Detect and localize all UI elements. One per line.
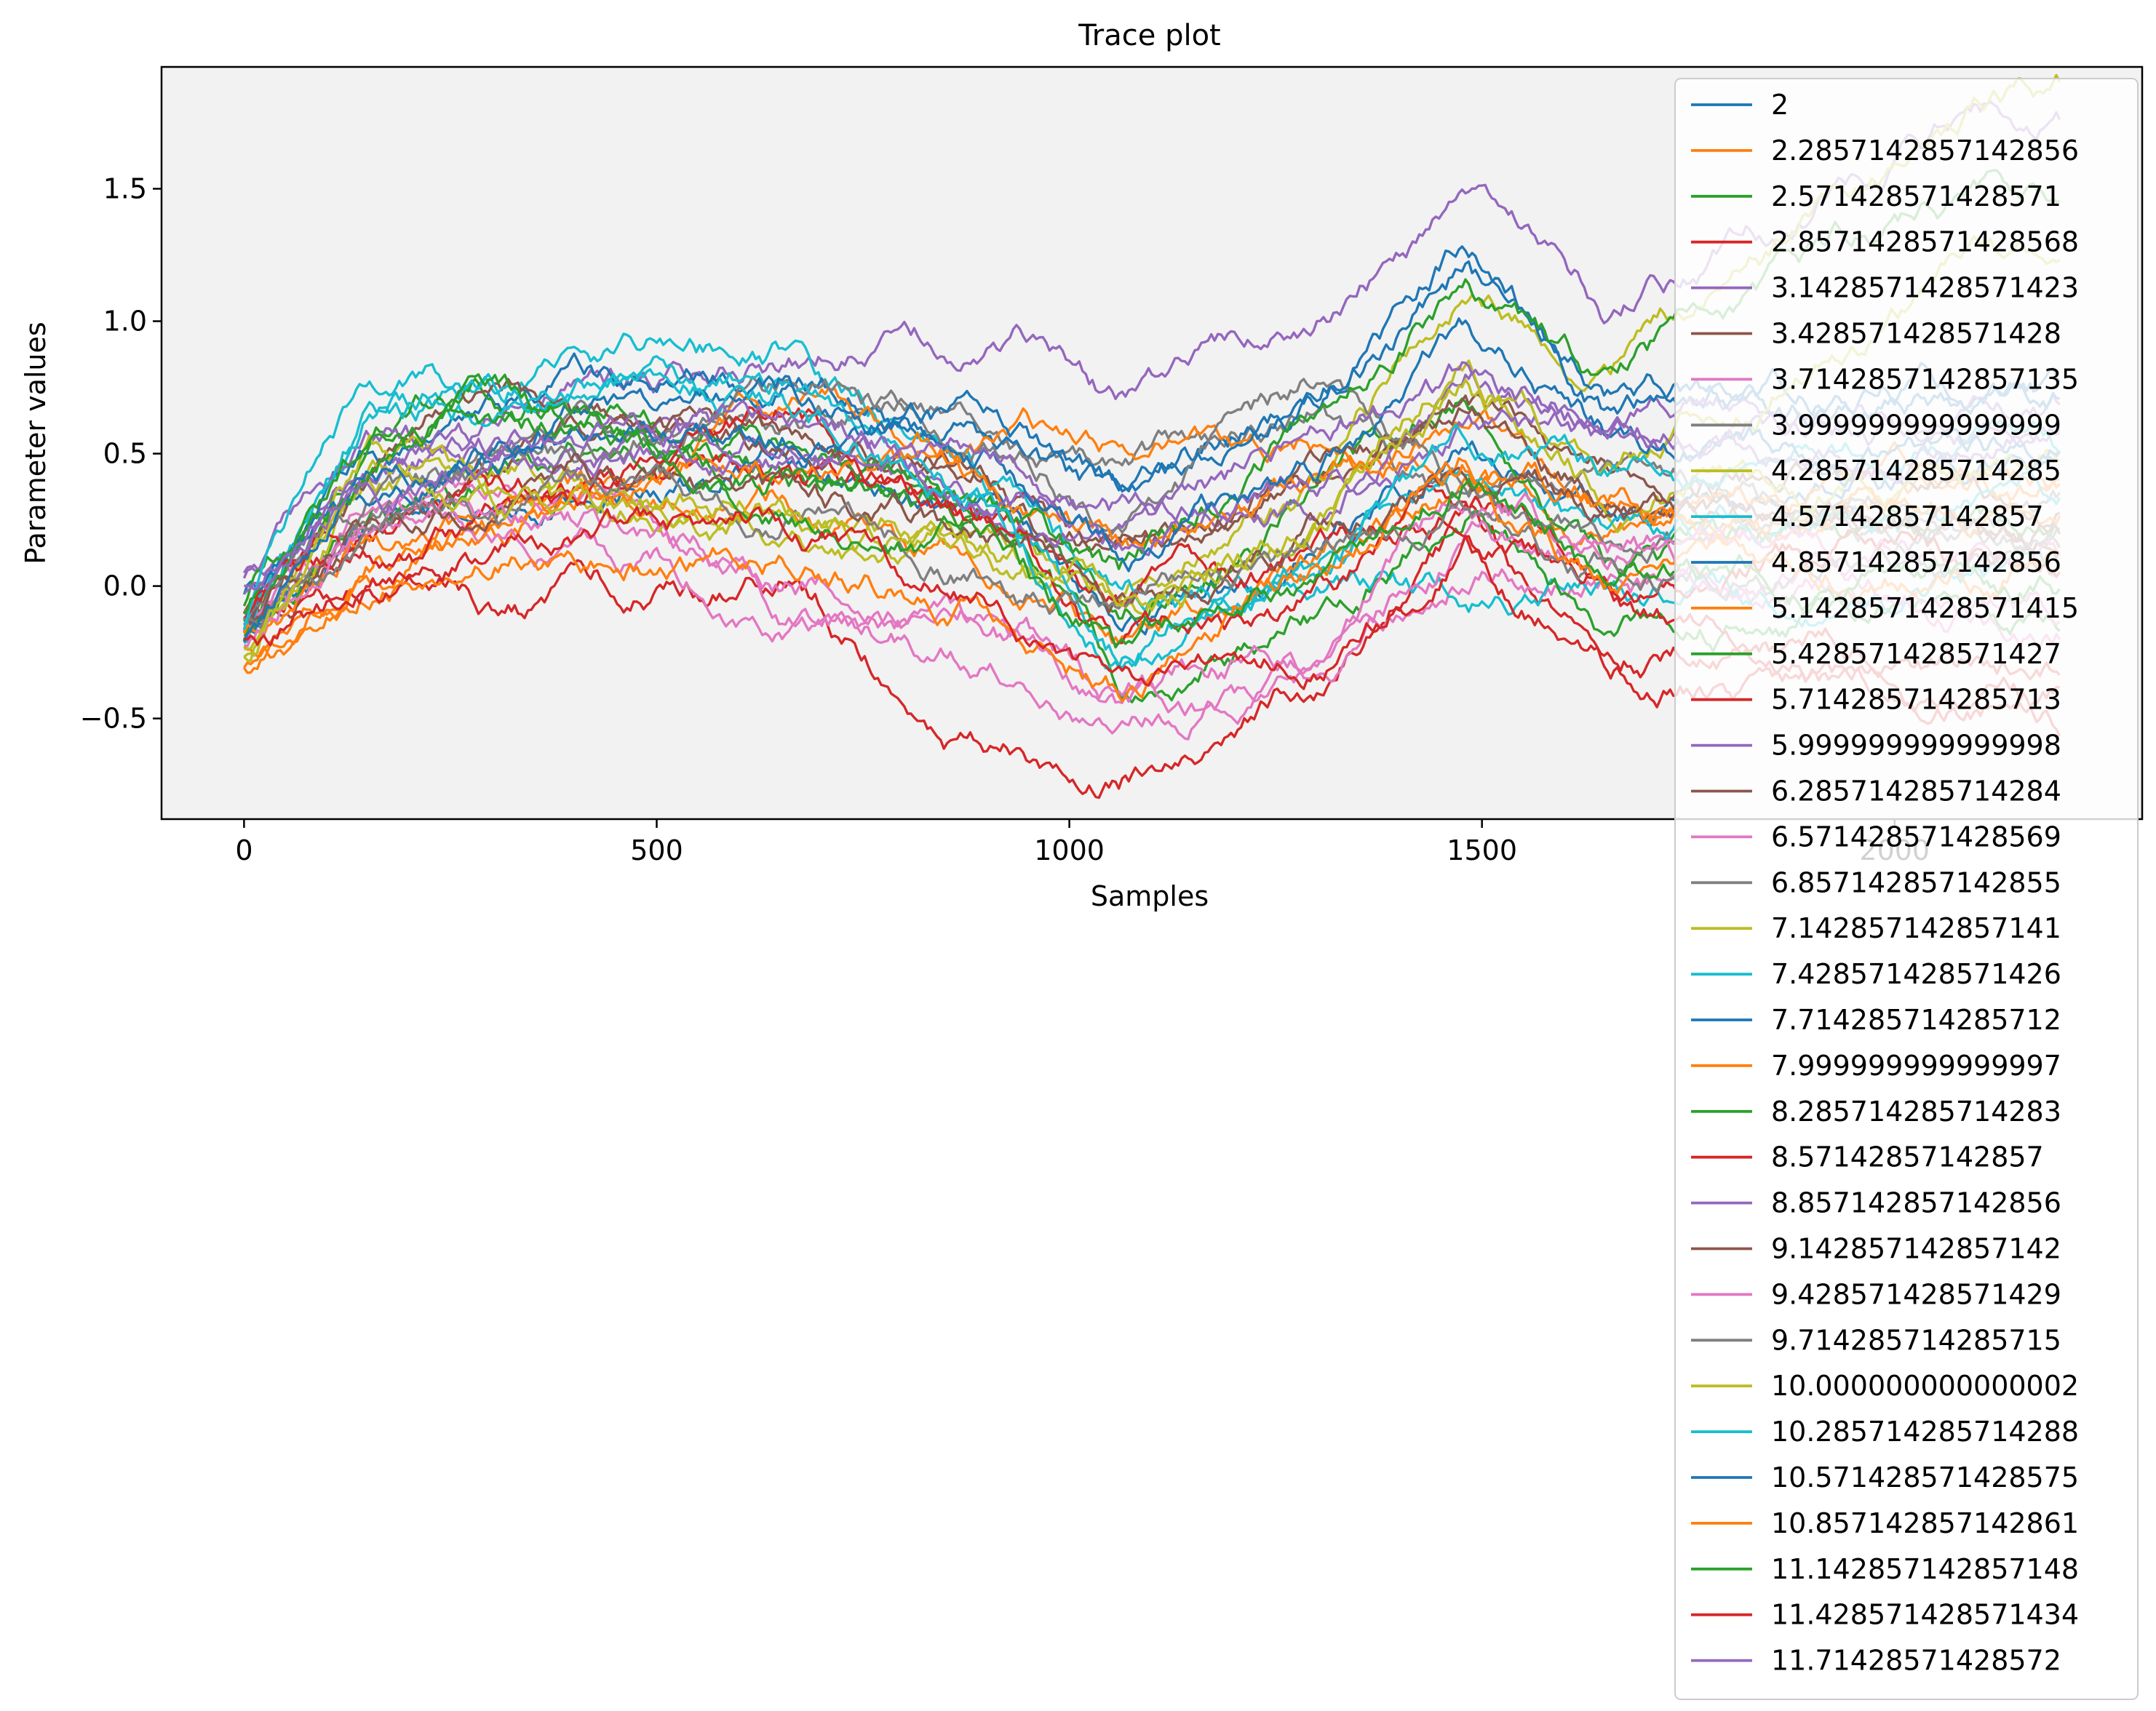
legend-label: 9.428571428571429	[1771, 1278, 2061, 1310]
y-axis: −0.5 0.0 0.5 1.0 1.5	[80, 172, 162, 735]
plot-frame	[160, 65, 2144, 821]
legend-label: 11.428571428571434	[1771, 1599, 2079, 1631]
x-axis-label: Samples	[1091, 880, 1209, 912]
legend-label: 9.714285714285715	[1771, 1324, 2061, 1356]
chart-title: Trace plot	[1078, 19, 1221, 52]
legend-label: 11.71428571428572	[1771, 1645, 2061, 1677]
legend-label: 9.142857142857142	[1771, 1233, 2061, 1265]
legend-label: 5.714285714285713	[1771, 684, 2061, 716]
legend-label: 10.571428571428575	[1771, 1461, 2079, 1493]
legend-label: 2.2857142857142856	[1771, 135, 2079, 167]
legend-label: 4.285714285714285	[1771, 455, 2061, 487]
legend-label: 6.285714285714284	[1771, 775, 2061, 807]
legend-label: 6.571428571428569	[1771, 821, 2061, 853]
legend-label: 3.428571428571428	[1771, 318, 2061, 350]
legend-label: 4.57142857142857	[1771, 500, 2044, 533]
legend-label: 7.714285714285712	[1771, 1004, 2061, 1036]
legend-label: 10.285714285714288	[1771, 1416, 2079, 1448]
legend-label: 10.857142857142861	[1771, 1507, 2079, 1539]
legend-label: 8.57142857142857	[1771, 1141, 2044, 1173]
legend-label: 2.571428571428571	[1771, 180, 2061, 212]
x-tick-label: 500	[630, 834, 683, 866]
legend-label: 4.857142857142856	[1771, 546, 2061, 578]
legend-box	[1674, 78, 2139, 1700]
legend-label: 7.428571428571426	[1771, 958, 2061, 990]
y-tick-label: 1.0	[103, 306, 147, 338]
legend-label: 5.428571428571427	[1771, 638, 2061, 670]
legend: 2 2.2857142857142856 2.571428571428571 2.85…	[1674, 78, 2139, 1700]
y-tick-label: 1.5	[103, 172, 147, 204]
legend-label: 8.857142857142856	[1771, 1187, 2061, 1219]
legend-label: 7.142857142857141	[1771, 912, 2061, 944]
y-tick-label: −0.5	[80, 703, 147, 735]
legend-label: 2.8571428571428568	[1771, 226, 2079, 258]
y-axis-label: Parameter values	[20, 322, 52, 564]
legend-label: 3.999999999999999	[1771, 409, 2061, 441]
legend-label: 8.285714285714283	[1771, 1096, 2061, 1128]
legend-label: 7.999999999999997	[1771, 1050, 2061, 1082]
legend-label: 5.1428571428571415	[1771, 592, 2079, 624]
legend-label: 2	[1771, 89, 1789, 121]
legend-label: 11.142857142857148	[1771, 1553, 2079, 1585]
x-tick-label: 1500	[1447, 834, 1517, 866]
legend-label: 3.7142857142857135	[1771, 363, 2079, 395]
legend-label: 5.999999999999998	[1771, 730, 2061, 762]
legend-label: 10.000000000000002	[1771, 1370, 2079, 1402]
x-tick-label: 0	[235, 834, 252, 866]
y-tick-label: 0.5	[103, 438, 147, 470]
legend-label: 3.1428571428571423	[1771, 272, 2079, 304]
x-tick-label: 1000	[1034, 834, 1105, 866]
legend-label: 6.857142857142855	[1771, 866, 2061, 898]
y-tick-label: 0.0	[103, 570, 147, 602]
